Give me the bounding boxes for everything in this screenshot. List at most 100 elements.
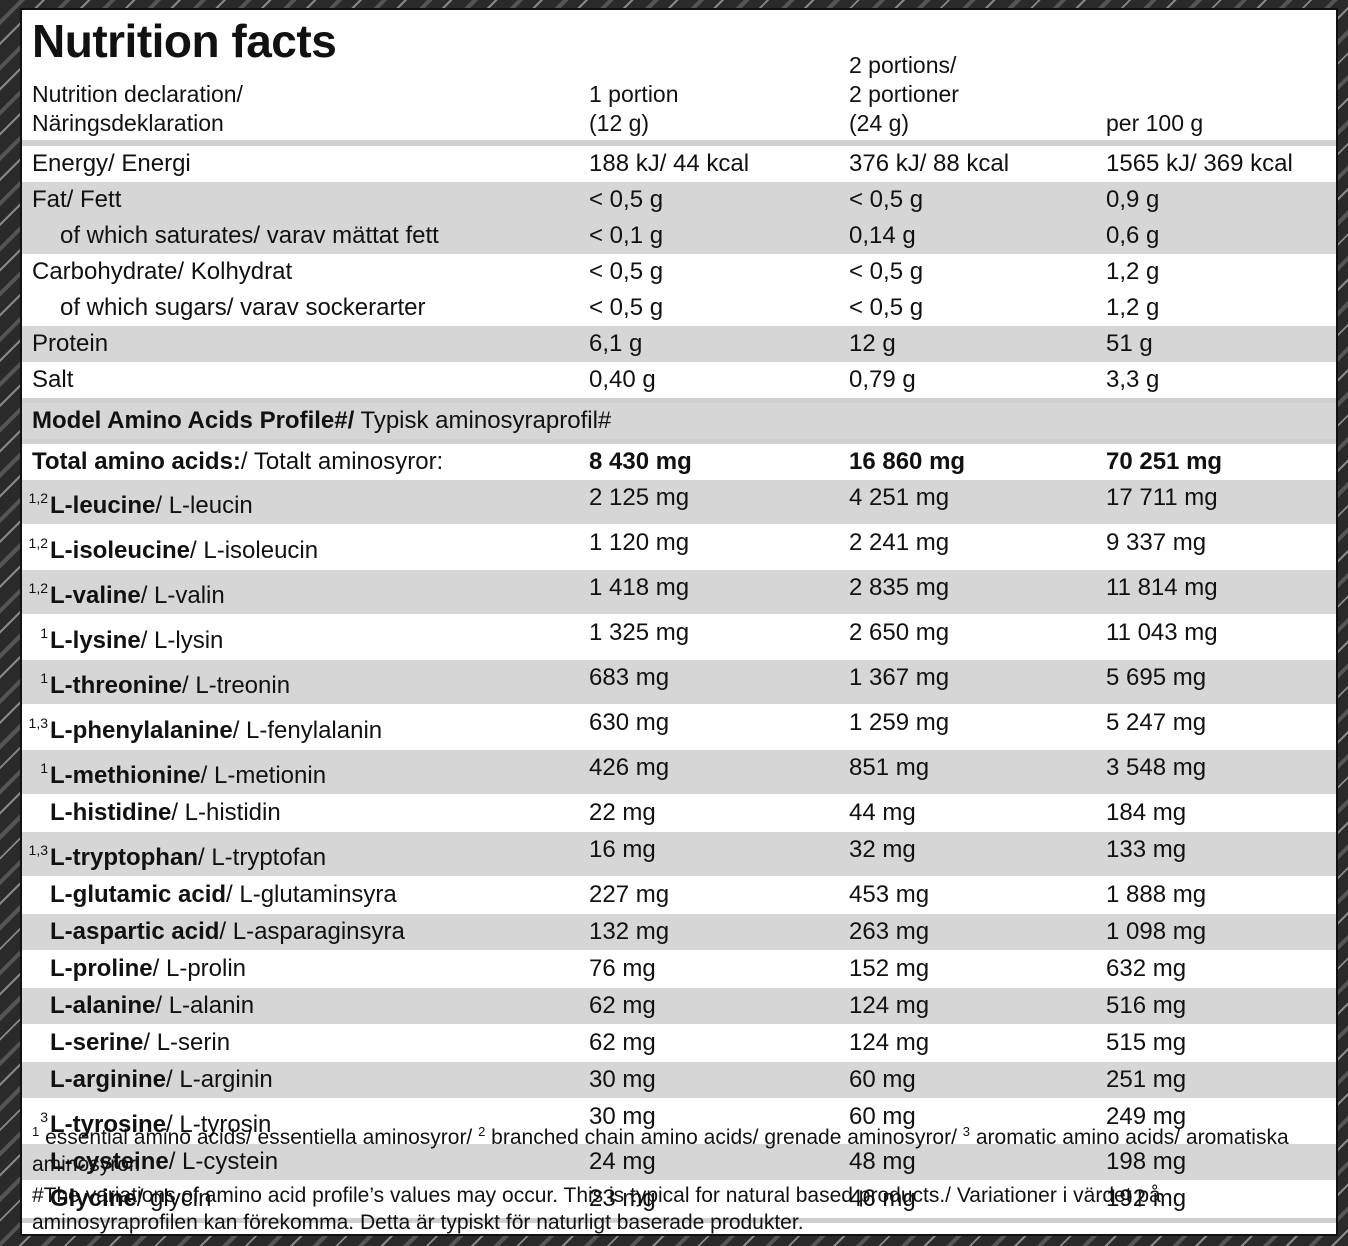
value: 32 mg	[849, 836, 916, 863]
amino-row: L-aspartic acid/ L-asparaginsyra 132 mg 26…	[22, 914, 1336, 951]
heading-bold: Model Amino Acids Profile#/	[32, 407, 355, 434]
footnote-text: aromatic amino acids/ aromatiska aminosy…	[32, 1126, 1289, 1176]
value: 76 mg	[589, 955, 656, 982]
cell: 1,2 g	[1106, 256, 1336, 288]
cell: 1 418 mg	[589, 572, 849, 612]
cell: 16 mg	[589, 834, 849, 874]
cell: 22 mg	[589, 797, 849, 829]
cell: 17 711 mg	[1106, 482, 1336, 522]
value: 62 mg	[589, 992, 656, 1019]
footnote-line: 1 essential amino acids/ essentiella ami…	[32, 1118, 1322, 1178]
value: < 0,5 g	[849, 186, 924, 213]
value: 251 mg	[1106, 1066, 1187, 1093]
amino-rest: / L-glutaminsyra	[226, 881, 397, 908]
value: 46 mg	[849, 1185, 916, 1212]
cell: < 0,5 g	[589, 292, 849, 324]
footnote-ref: 1,2	[28, 580, 48, 596]
value: 1 120 mg	[589, 529, 690, 556]
value: 0,14 g	[849, 222, 916, 249]
cell: 1,3L-phenylalanine/ L-fenylalanin	[22, 707, 589, 747]
cell: 46 mg	[849, 1183, 1106, 1215]
amino-rest: / L-valin	[140, 582, 225, 609]
value: 515 mg	[1106, 1029, 1187, 1056]
cell: < 0,1 g	[589, 220, 849, 252]
cell: 51 g	[1106, 328, 1336, 360]
cell: < 0,5 g	[849, 256, 1106, 288]
cell: 632 mg	[1106, 953, 1336, 985]
amino-rest: / glycin	[136, 1185, 212, 1212]
total-rest: / Totalt aminosyror:	[240, 448, 444, 475]
cell: 16 860 mg	[849, 446, 1106, 478]
cell: 1,2L-leucine/ L-leucin	[22, 482, 589, 522]
amino-row: L-glutamic acid/ L-glutaminsyra 227 mg 453…	[22, 877, 1336, 914]
sub-nutrient-label: of which saturates/ varav mättat fett	[60, 222, 439, 249]
header-label: Nutrition declaration/Näringsdeklaration	[22, 50, 589, 138]
amino-rest: / L-prolin	[152, 955, 247, 982]
footnote-number: 1	[32, 1124, 40, 1139]
value: 516 mg	[1106, 992, 1187, 1019]
cell: L-glutamic acid/ L-glutaminsyra	[22, 879, 589, 911]
value: 188 kJ/ 44 kcal	[589, 150, 750, 177]
nutrient-group: Protein 6,1 g 12 g 51 g	[22, 326, 1336, 362]
cell: 426 mg	[589, 752, 849, 792]
footnote-ref: 1,2	[28, 490, 48, 506]
cell: of which sugars/ varav sockerarter	[22, 292, 589, 324]
footnote-ref: 1	[40, 625, 48, 641]
footnote-ref: 1	[40, 670, 48, 686]
value: < 0,5 g	[589, 258, 664, 285]
header: Nutrition declaration/Näringsdeklaration…	[22, 50, 1336, 138]
amino-rest: / L-serin	[143, 1029, 231, 1056]
header-line: per 100 g	[1106, 110, 1204, 136]
amino-name: Glycine	[50, 1185, 137, 1212]
value: 5 247 mg	[1106, 709, 1207, 736]
value: 0,79 g	[849, 366, 916, 393]
value: 683 mg	[589, 664, 670, 691]
amino-name: L-cysteine	[50, 1148, 169, 1175]
footnote-text: essential amino acids/ essentiella amino…	[39, 1126, 479, 1149]
cell: Energy/ Energi	[22, 148, 589, 180]
nutrient-group: Salt 0,40 g 0,79 g 3,3 g	[22, 362, 1336, 398]
value: 3 548 mg	[1106, 754, 1207, 781]
cell: Carbohydrate/ Kolhydrat	[22, 256, 589, 288]
header-line: Näringsdeklaration	[32, 110, 224, 136]
cell: 11 043 mg	[1106, 617, 1336, 657]
cell: 5 695 mg	[1106, 662, 1336, 702]
value: < 0,5 g	[849, 258, 924, 285]
cell: 188 kJ/ 44 kcal	[589, 148, 849, 180]
cell: 60 mg	[849, 1064, 1106, 1096]
nutrient-row: Energy/ Energi 188 kJ/ 44 kcal 376 kJ/ 88 …	[22, 146, 1336, 182]
value: 632 mg	[1106, 955, 1187, 982]
cell: L-aspartic acid/ L-asparaginsyra	[22, 916, 589, 948]
value: < 0,5 g	[589, 294, 664, 321]
amino-name: L-proline	[50, 955, 153, 982]
amino-row: L-alanine/ L-alanin 62 mg 124 mg 516 mg	[22, 988, 1336, 1025]
amino-row: L-proline/ L-prolin 76 mg 152 mg 632 mg	[22, 951, 1336, 988]
cell: Salt	[22, 364, 589, 396]
amino-row: 1L-threonine/ L-treonin 683 mg 1 367 mg 5 6…	[22, 660, 1336, 705]
amino-name: L-isoleucine	[50, 537, 191, 564]
value: 60 mg	[849, 1066, 916, 1093]
nutrient-group: Energy/ Energi 188 kJ/ 44 kcal 376 kJ/ 88 …	[22, 146, 1336, 182]
cell: 515 mg	[1106, 1027, 1336, 1059]
value: 6,1 g	[589, 330, 643, 357]
table: Energy/ Energi 188 kJ/ 44 kcal 376 kJ/ 88 …	[22, 140, 1336, 1223]
amino-name: L-threonine	[50, 672, 182, 699]
cell: L-histidine/ L-histidin	[22, 797, 589, 829]
cell: 516 mg	[1106, 990, 1336, 1022]
amino-name: L-tyrosine	[50, 1111, 167, 1138]
cell: 263 mg	[849, 916, 1106, 948]
cell: 1 098 mg	[1106, 916, 1336, 948]
amino-row: 1L-lysine/ L-lysin 1 325 mg 2 650 mg 11 043…	[22, 615, 1336, 660]
value: 263 mg	[849, 918, 930, 945]
value: 1 888 mg	[1106, 881, 1207, 908]
cell: 2 125 mg	[589, 482, 849, 522]
value: 1 367 mg	[849, 664, 950, 691]
cell: 683 mg	[589, 662, 849, 702]
amino-row: 1,3L-tryptophan/ L-tryptofan 16 mg 32 mg 13…	[22, 832, 1336, 877]
value: 249 mg	[1106, 1103, 1187, 1130]
cell: L-alanine/ L-alanin	[22, 990, 589, 1022]
value: 0,9 g	[1106, 186, 1160, 213]
amino-heading: Model Amino Acids Profile#/ Typisk amino…	[22, 398, 1336, 439]
value: 198 mg	[1106, 1148, 1187, 1175]
